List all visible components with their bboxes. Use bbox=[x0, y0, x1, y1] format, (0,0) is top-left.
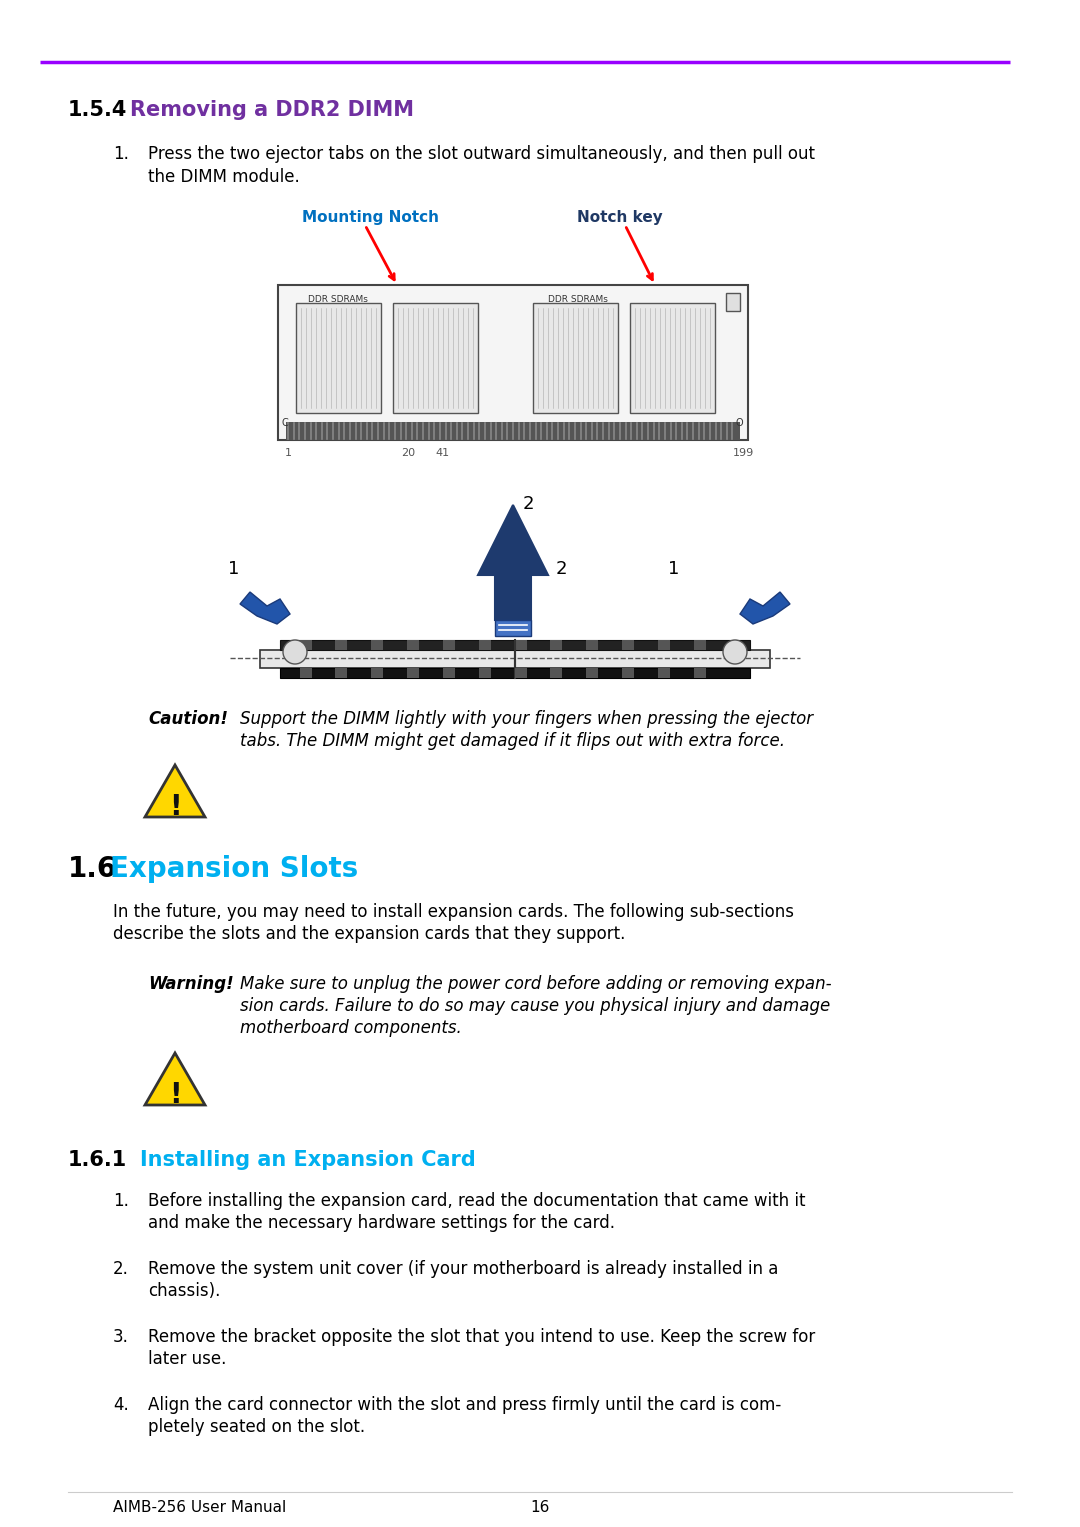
Text: 1: 1 bbox=[669, 560, 679, 579]
Bar bbox=[658, 640, 670, 651]
Text: chassis).: chassis). bbox=[148, 1283, 220, 1299]
Text: AIMB-256 User Manual: AIMB-256 User Manual bbox=[113, 1500, 286, 1515]
Text: 16: 16 bbox=[530, 1500, 550, 1515]
Text: tabs. The DIMM might get damaged if it flips out with extra force.: tabs. The DIMM might get damaged if it f… bbox=[240, 731, 785, 750]
Text: 20: 20 bbox=[401, 447, 415, 458]
Text: 1.6.1: 1.6.1 bbox=[68, 1150, 127, 1170]
Text: 1.5.4: 1.5.4 bbox=[68, 99, 127, 121]
Bar bbox=[658, 667, 670, 678]
Text: !: ! bbox=[168, 1081, 181, 1109]
Bar bbox=[278, 286, 748, 440]
Polygon shape bbox=[145, 1054, 205, 1106]
Text: O: O bbox=[735, 418, 744, 428]
Text: later use.: later use. bbox=[148, 1350, 227, 1368]
Bar bbox=[300, 640, 312, 651]
Text: Notch key: Notch key bbox=[577, 211, 663, 224]
Bar bbox=[534, 302, 618, 412]
Bar bbox=[372, 640, 383, 651]
Bar bbox=[480, 640, 491, 651]
Bar bbox=[550, 667, 562, 678]
Text: 3.: 3. bbox=[113, 1328, 129, 1345]
Text: DDR SDRAMs: DDR SDRAMs bbox=[548, 295, 608, 304]
Bar bbox=[515, 667, 527, 678]
Text: Caution!: Caution! bbox=[148, 710, 228, 728]
Bar bbox=[260, 651, 770, 667]
Bar bbox=[393, 302, 478, 412]
Bar bbox=[280, 667, 750, 678]
Text: 1: 1 bbox=[284, 447, 292, 458]
Bar bbox=[480, 667, 491, 678]
Text: C: C bbox=[281, 418, 287, 428]
Bar bbox=[280, 640, 750, 651]
Bar bbox=[726, 293, 740, 312]
Bar bbox=[407, 667, 419, 678]
Circle shape bbox=[723, 640, 747, 664]
Polygon shape bbox=[740, 592, 789, 625]
Text: 2: 2 bbox=[523, 495, 535, 513]
Bar bbox=[694, 640, 706, 651]
Bar bbox=[622, 667, 634, 678]
Text: and make the necessary hardware settings for the card.: and make the necessary hardware settings… bbox=[148, 1214, 615, 1232]
Polygon shape bbox=[478, 505, 548, 620]
Polygon shape bbox=[145, 765, 205, 817]
Bar bbox=[443, 640, 455, 651]
Text: Press the two ejector tabs on the slot outward simultaneously, and then pull out: Press the two ejector tabs on the slot o… bbox=[148, 145, 815, 163]
Bar bbox=[286, 421, 740, 440]
Polygon shape bbox=[240, 592, 291, 625]
Text: Remove the system unit cover (if your motherboard is already installed in a: Remove the system unit cover (if your mo… bbox=[148, 1260, 779, 1278]
Text: 1.6: 1.6 bbox=[68, 855, 118, 883]
Text: sion cards. Failure to do so may cause you physical injury and damage: sion cards. Failure to do so may cause y… bbox=[240, 997, 831, 1015]
Text: !: ! bbox=[168, 793, 181, 822]
Text: Make sure to unplug the power cord before adding or removing expan-: Make sure to unplug the power cord befor… bbox=[240, 976, 832, 993]
Text: 1.: 1. bbox=[113, 1193, 129, 1209]
Bar bbox=[372, 667, 383, 678]
Text: Installing an Expansion Card: Installing an Expansion Card bbox=[140, 1150, 476, 1170]
Text: In the future, you may need to install expansion cards. The following sub-sectio: In the future, you may need to install e… bbox=[113, 902, 794, 921]
Text: 1.: 1. bbox=[113, 145, 129, 163]
Text: Support the DIMM lightly with your fingers when pressing the ejector: Support the DIMM lightly with your finge… bbox=[240, 710, 813, 728]
Text: 199: 199 bbox=[732, 447, 754, 458]
Bar bbox=[630, 302, 715, 412]
Text: 1: 1 bbox=[228, 560, 240, 579]
Text: Align the card connector with the slot and press firmly until the card is com-: Align the card connector with the slot a… bbox=[148, 1396, 781, 1414]
Text: 41: 41 bbox=[436, 447, 450, 458]
Text: pletely seated on the slot.: pletely seated on the slot. bbox=[148, 1419, 365, 1435]
Bar bbox=[550, 640, 562, 651]
Text: the DIMM module.: the DIMM module. bbox=[148, 168, 300, 186]
Bar bbox=[335, 667, 347, 678]
Text: Warning!: Warning! bbox=[148, 976, 233, 993]
Text: 4.: 4. bbox=[113, 1396, 129, 1414]
Bar bbox=[300, 667, 312, 678]
Text: Expansion Slots: Expansion Slots bbox=[110, 855, 359, 883]
Text: Before installing the expansion card, read the documentation that came with it: Before installing the expansion card, re… bbox=[148, 1193, 806, 1209]
Bar bbox=[407, 640, 419, 651]
Text: Mounting Notch: Mounting Notch bbox=[301, 211, 438, 224]
Bar bbox=[495, 620, 531, 637]
Bar bbox=[335, 640, 347, 651]
Text: Remove the bracket opposite the slot that you intend to use. Keep the screw for: Remove the bracket opposite the slot tha… bbox=[148, 1328, 815, 1345]
Circle shape bbox=[283, 640, 307, 664]
Bar bbox=[515, 640, 527, 651]
Bar bbox=[694, 667, 706, 678]
Text: DDR SDRAMs: DDR SDRAMs bbox=[308, 295, 368, 304]
Bar bbox=[586, 667, 598, 678]
Text: 2.: 2. bbox=[113, 1260, 129, 1278]
Text: describe the slots and the expansion cards that they support.: describe the slots and the expansion car… bbox=[113, 925, 625, 944]
Bar bbox=[622, 640, 634, 651]
Text: 2: 2 bbox=[556, 560, 567, 579]
Bar bbox=[443, 667, 455, 678]
Bar bbox=[586, 640, 598, 651]
Text: Removing a DDR2 DIMM: Removing a DDR2 DIMM bbox=[130, 99, 414, 121]
Bar bbox=[296, 302, 381, 412]
Text: motherboard components.: motherboard components. bbox=[240, 1019, 462, 1037]
